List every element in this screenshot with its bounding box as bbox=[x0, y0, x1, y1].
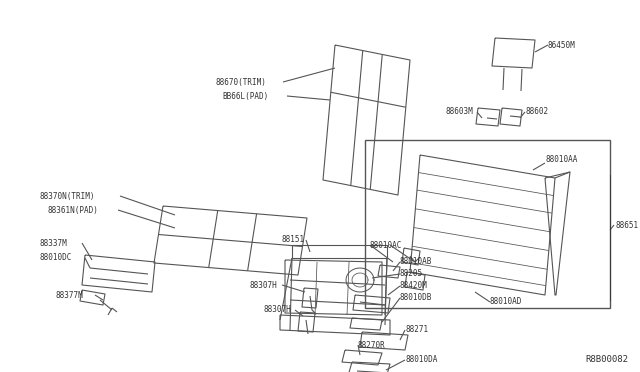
Text: 88010DA: 88010DA bbox=[405, 356, 437, 365]
Text: 88602: 88602 bbox=[525, 108, 548, 116]
Text: 88361N(PAD): 88361N(PAD) bbox=[48, 205, 99, 215]
Text: 88377M: 88377M bbox=[55, 291, 83, 299]
Bar bbox=[365, 140, 610, 308]
Text: 88270R: 88270R bbox=[358, 340, 386, 350]
Text: 88370N(TRIM): 88370N(TRIM) bbox=[40, 192, 95, 201]
Text: 88151: 88151 bbox=[282, 235, 305, 244]
Text: 88337M: 88337M bbox=[40, 238, 68, 247]
Text: 88670(TRIM): 88670(TRIM) bbox=[215, 77, 266, 87]
Text: 88307H: 88307H bbox=[264, 305, 292, 314]
Text: 88010AC: 88010AC bbox=[370, 241, 403, 250]
Text: BB66L(PAD): BB66L(PAD) bbox=[222, 92, 268, 100]
Text: 88010DC: 88010DC bbox=[40, 253, 72, 263]
Text: 88205: 88205 bbox=[400, 269, 423, 279]
Text: 86450M: 86450M bbox=[548, 41, 576, 49]
Text: 88010AA: 88010AA bbox=[545, 155, 577, 164]
Text: 88010DB: 88010DB bbox=[400, 294, 433, 302]
Text: 88010AD: 88010AD bbox=[490, 298, 522, 307]
Text: 88271: 88271 bbox=[405, 326, 428, 334]
Text: 88420M: 88420M bbox=[400, 282, 428, 291]
Text: 88010AB: 88010AB bbox=[400, 257, 433, 266]
Text: 88307H: 88307H bbox=[250, 280, 278, 289]
Text: R8B00082: R8B00082 bbox=[585, 355, 628, 364]
Text: 88651: 88651 bbox=[616, 221, 639, 230]
Text: 88603M: 88603M bbox=[445, 108, 473, 116]
